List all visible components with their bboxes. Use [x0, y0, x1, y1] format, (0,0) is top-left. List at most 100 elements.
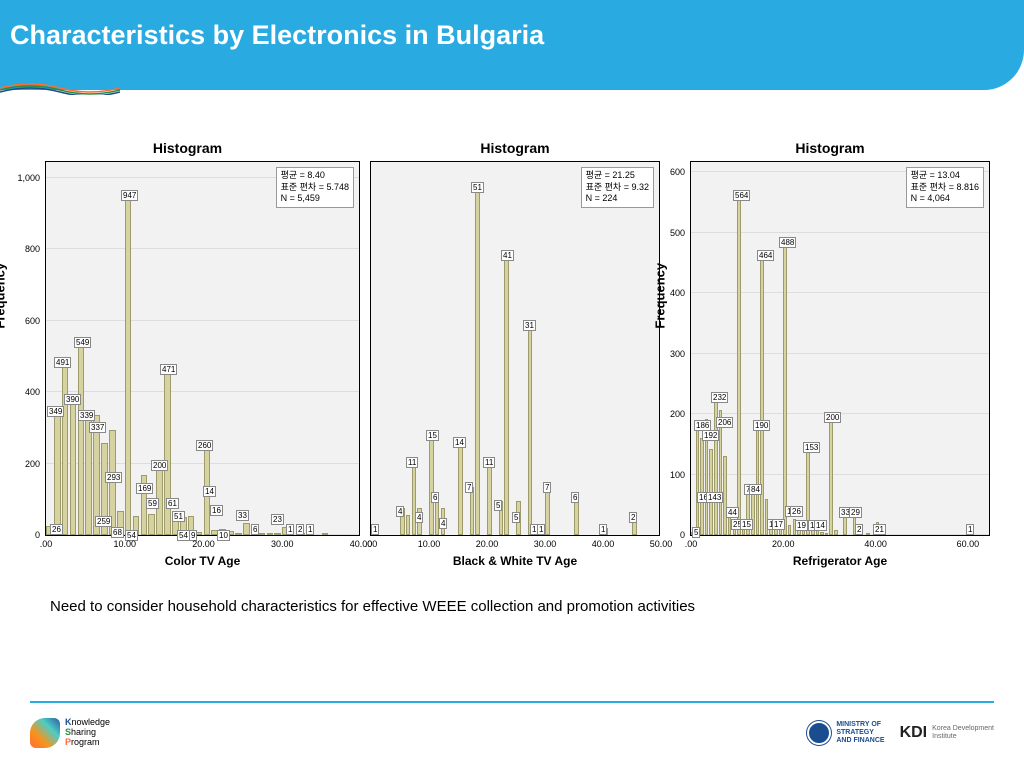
x-tick: 40.00 — [592, 539, 615, 549]
bar-value-label: 31 — [523, 320, 536, 331]
bar-value-label: 260 — [196, 440, 213, 451]
histogram-panel-1: Histogram1411415641475111541531117612.00… — [365, 140, 665, 568]
histogram-bar — [788, 525, 792, 535]
bar-value-label: 26 — [790, 506, 803, 517]
bar-value-label: 11 — [483, 457, 495, 468]
bar-value-label: 947 — [121, 190, 138, 201]
bar-value-label: 349 — [47, 406, 64, 417]
chart-title: Histogram — [665, 140, 995, 156]
histogram-bar — [820, 532, 824, 535]
bar-value-label: 5 — [512, 512, 520, 523]
histogram-bar — [834, 530, 838, 535]
bar-value-label: 143 — [706, 492, 723, 503]
footer-divider — [30, 701, 994, 703]
histogram-bar — [737, 194, 741, 535]
histogram-bar — [756, 420, 760, 535]
bar-value-label: 5 — [494, 500, 502, 511]
x-tick: 10.00 — [113, 539, 136, 549]
kdi-subtitle: Korea DevelopmentInstitute — [932, 725, 994, 740]
bar-value-label: 153 — [803, 442, 820, 453]
ministry-label: MINISTRY OFSTRATEGYAND FINANCE — [836, 721, 884, 744]
bar-value-label: 61 — [166, 498, 179, 509]
y-tick: 200 — [670, 409, 685, 419]
histogram-bar — [70, 396, 77, 535]
bar-value-label: 68 — [111, 527, 124, 538]
histogram-bar — [700, 438, 704, 535]
histogram-bar — [723, 456, 727, 535]
bar-value-label: 84 — [749, 484, 762, 495]
x-tick: 10.00 — [418, 539, 441, 549]
bar-value-label: 15 — [426, 430, 439, 441]
x-tick: 20.00 — [772, 539, 795, 549]
y-tick: 400 — [25, 387, 40, 397]
bar-value-label: 10 — [217, 530, 230, 541]
histogram-panel-0: HistogramFrequency02004006008001,0002634… — [10, 140, 365, 568]
x-axis-label: Refrigerator Age — [690, 554, 990, 568]
histogram-bar — [783, 240, 787, 535]
x-axis-label: Black & White TV Age — [370, 554, 660, 568]
slide-title: Characteristics by Electronics in Bulgar… — [10, 20, 1014, 51]
chart-title: Histogram — [365, 140, 665, 156]
ksp-icon — [30, 718, 60, 748]
ksp-logo: Knowledge Sharing Program — [30, 718, 110, 748]
histogram-bar — [274, 533, 281, 535]
bar-value-label: 4 — [439, 518, 447, 529]
histogram-bar — [458, 440, 463, 535]
bar-value-label: 564 — [733, 190, 750, 201]
bar-value-label: 26 — [50, 524, 63, 535]
bar-value-label: 200 — [151, 460, 168, 471]
histogram-bar — [54, 410, 61, 535]
caption-text: Need to consider household characteristi… — [0, 578, 1024, 635]
bar-value-label: 1 — [286, 524, 294, 535]
header-decoration — [0, 80, 120, 95]
bar-value-label: 200 — [824, 412, 841, 423]
bar-value-label: 16 — [210, 505, 223, 516]
bar-value-label: 1 — [966, 524, 974, 535]
bar-value-label: 4 — [415, 512, 423, 523]
bar-value-label: 390 — [64, 394, 81, 405]
bar-value-label: 339 — [78, 410, 95, 421]
histogram-bar — [412, 460, 417, 535]
histogram-bar — [62, 360, 69, 535]
bar-value-label: 14 — [203, 486, 216, 497]
y-tick: 100 — [670, 470, 685, 480]
bar-value-label: 1 — [371, 524, 379, 535]
stats-box: 평균 = 8.40표준 편차 = 5.748N = 5,459 — [276, 167, 354, 208]
plot-region: 02004006008001,0002634949139054933933725… — [45, 161, 360, 536]
bar-value-label: 11 — [406, 457, 418, 468]
footer-right: MINISTRY OFSTRATEGYAND FINANCE KDI Korea… — [807, 721, 994, 745]
histogram-bar — [696, 423, 700, 536]
histogram-panel-2: HistogramFrequency0100200300400500600518… — [665, 140, 995, 568]
y-axis-label: Frequency — [0, 263, 8, 329]
charts-container: HistogramFrequency02004006008001,0002634… — [0, 90, 1024, 578]
y-axis-label: Frequency — [653, 263, 668, 329]
bar-value-label: 491 — [54, 357, 71, 368]
stats-box: 평균 = 13.04표준 편차 = 8.816N = 4,064 — [906, 167, 984, 208]
y-tick: 600 — [670, 167, 685, 177]
histogram-bar — [825, 533, 829, 535]
x-tick: 40.00 — [864, 539, 887, 549]
x-tick: 20.00 — [476, 539, 499, 549]
x-tick: .00 — [685, 539, 698, 549]
bar-value-label: 488 — [779, 237, 796, 248]
bar-value-label: 54 — [177, 530, 190, 541]
bar-value-label: 29 — [849, 507, 862, 518]
bar-value-label: 44 — [726, 507, 739, 518]
histogram-bar — [78, 339, 85, 535]
x-axis-label: Color TV Age — [45, 554, 360, 568]
histogram-bar — [829, 414, 833, 535]
bar-value-label: 293 — [105, 472, 122, 483]
bar-value-label: 33 — [236, 510, 249, 521]
bar-value-label: 7 — [465, 482, 473, 493]
histogram-bar — [235, 533, 242, 535]
slide-header: Characteristics by Electronics in Bulgar… — [0, 0, 1024, 90]
y-tick: 500 — [670, 228, 685, 238]
bar-value-label: 6 — [571, 492, 579, 503]
bar-value-label: 190 — [753, 420, 770, 431]
histogram-bar — [504, 255, 509, 535]
bar-value-label: 232 — [711, 392, 728, 403]
y-tick: 200 — [25, 459, 40, 469]
plot-region: 0100200300400500600518616119214323220644… — [690, 161, 990, 536]
bar-value-label: 15 — [740, 519, 753, 530]
histogram-bar — [470, 487, 475, 535]
